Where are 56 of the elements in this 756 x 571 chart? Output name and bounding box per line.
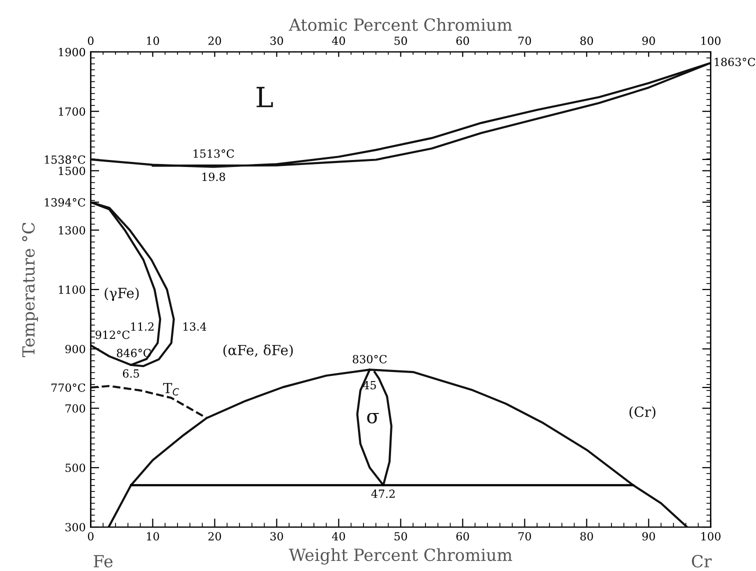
x2-tick-label: 0 <box>88 36 94 45</box>
x2-axis-title: Atomic Percent Chromium <box>288 18 512 32</box>
annotation: 912°C <box>96 330 130 339</box>
x2-tick-label: 70 <box>518 36 531 45</box>
x2-tick-label: 80 <box>580 36 593 45</box>
y-tick-label: 1700 <box>58 107 86 116</box>
annotation: 846°C <box>116 348 151 358</box>
annotation: T$_{C}$ <box>163 382 180 396</box>
x2-tick-label: 40 <box>332 36 346 45</box>
y-tick-label: 300 <box>66 523 86 532</box>
y-tick-label: 1394°C <box>44 198 86 207</box>
annotation: 45 <box>362 380 376 390</box>
y-tick-label: 700 <box>66 404 86 413</box>
x-tick-label: 60 <box>456 532 470 540</box>
annotation: L <box>256 86 273 108</box>
x-tick-label: 100 <box>701 532 721 540</box>
x-tick-label: 20 <box>208 532 222 540</box>
x2-tick-label: 90 <box>642 36 655 45</box>
annotation: 830°C <box>352 354 387 364</box>
x-tick-label: 90 <box>642 532 655 540</box>
text: Fe <box>94 555 113 568</box>
x2-tick-label: 50 <box>394 36 408 45</box>
y-tick-label: 1900 <box>58 48 86 56</box>
annotation: 47.2 <box>371 490 395 498</box>
y-tick-label: 1538°C <box>44 155 86 164</box>
x-tick-label: 50 <box>394 532 408 540</box>
annotation: 1513°C <box>194 149 234 158</box>
annotation: (γFe) <box>104 288 139 301</box>
annotation: (αFe, δFe) <box>223 344 293 358</box>
x-tick-label: 40 <box>332 532 346 540</box>
y-tick-label: 1100 <box>58 285 86 294</box>
y-tick-label: 1300 <box>58 226 86 234</box>
x-tick-label: 30 <box>270 532 284 540</box>
annotation: 13.4 <box>183 322 206 331</box>
x2-tick-label: 10 <box>147 36 160 45</box>
x2-tick-label: 20 <box>208 36 222 45</box>
annotation: 1863°C <box>714 58 756 66</box>
y-tick-label: 770°C <box>52 383 86 392</box>
x2-tick-label: 60 <box>456 36 470 45</box>
y-axis-title: Temperature °C <box>22 222 38 358</box>
x-axis-title: Weight Percent Chromium <box>288 548 512 565</box>
y-tick-label: 900 <box>65 344 86 354</box>
annotation: 19.8 <box>202 172 226 182</box>
x2-tick-label: 30 <box>270 36 284 45</box>
x-tick-label: 80 <box>580 532 593 540</box>
y-tick-label: 500 <box>66 464 86 472</box>
text: Cr <box>692 554 712 568</box>
y-tick-label: 1500 <box>58 166 86 176</box>
annotation: 11.2 <box>131 322 154 331</box>
x2-tick-label: 100 <box>701 36 721 45</box>
x-tick-label: 10 <box>147 532 160 540</box>
x-tick-label: 70 <box>518 532 531 540</box>
x-tick-label: 0 <box>88 532 94 540</box>
annotation: (Cr) <box>629 406 656 420</box>
annotation: σ <box>367 413 379 424</box>
annotation: 6.5 <box>122 369 139 378</box>
